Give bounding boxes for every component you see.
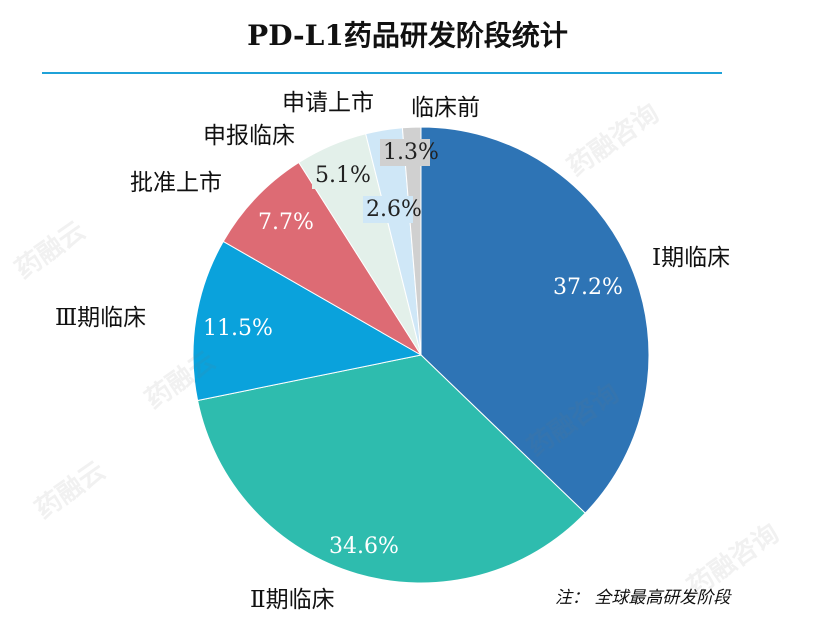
category-label: Ⅱ期临床 — [250, 587, 335, 613]
data-label: 34.6% — [329, 534, 399, 559]
category-label: 临床前 — [411, 95, 480, 121]
pie-slice — [222, 161, 422, 356]
data-label-box — [363, 196, 413, 223]
data-label: 37.2% — [553, 275, 623, 300]
pie-slice — [192, 240, 423, 402]
data-label: 1.3% — [383, 140, 439, 165]
data-label-box — [380, 139, 430, 166]
footnote: 注： 全球最高研发阶段 — [555, 588, 731, 608]
data-label: 11.5% — [203, 316, 273, 341]
data-label-box — [312, 162, 362, 189]
data-label: 5.1% — [315, 163, 371, 188]
title-underline — [42, 72, 722, 74]
pie-slice — [197, 354, 586, 584]
category-label: 申报临床 — [203, 123, 295, 149]
data-label: 2.6% — [366, 197, 422, 222]
category-label: Ⅰ期临床 — [652, 245, 730, 271]
category-label: Ⅲ期临床 — [55, 305, 146, 331]
category-label: 申请上市 — [282, 90, 374, 116]
pie-slice — [401, 126, 422, 356]
chart-title: PD-L1药品研发阶段统计 — [247, 19, 568, 52]
data-label: 7.7% — [258, 210, 314, 235]
pie-slice — [420, 126, 650, 514]
category-label: 批准上市 — [130, 170, 222, 196]
